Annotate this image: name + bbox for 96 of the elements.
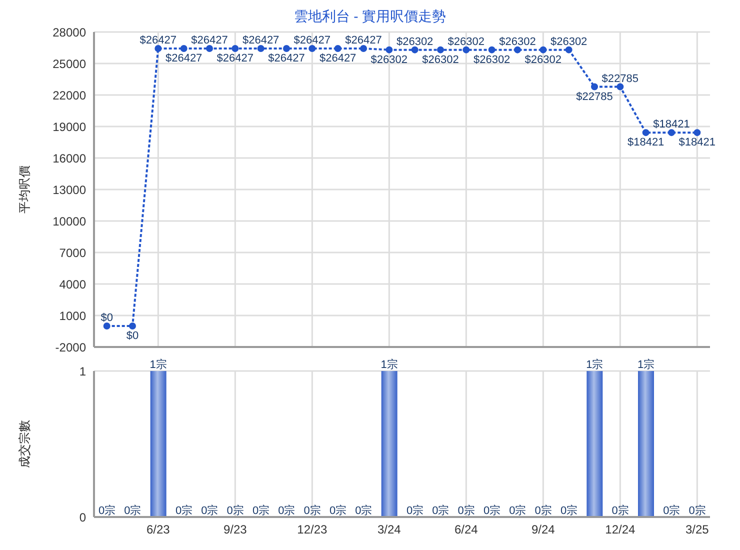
x-tick-label: 3/24 xyxy=(377,522,402,537)
y-axis-title: 成交宗數 xyxy=(17,420,32,468)
data-label: 0宗 xyxy=(278,504,296,517)
y-tick-label: 0 xyxy=(79,510,86,524)
point xyxy=(616,83,624,90)
point xyxy=(103,322,110,330)
y-tick-label: 28000 xyxy=(52,25,86,40)
data-label: $26302 xyxy=(396,36,434,48)
data-label: $26427 xyxy=(345,34,382,47)
x-tick-label: 9/23 xyxy=(223,522,248,537)
x-tick-label: 6/23 xyxy=(146,522,170,537)
y-tick-label: 4000 xyxy=(59,277,86,292)
data-label: $0 xyxy=(126,330,139,342)
data-label: 0宗 xyxy=(458,504,475,517)
data-label: 1宗 xyxy=(150,358,167,371)
data-label: $18421 xyxy=(678,136,716,149)
point xyxy=(232,45,239,52)
point xyxy=(462,46,470,54)
point xyxy=(334,45,342,52)
point xyxy=(694,129,701,136)
data-label: $26302 xyxy=(448,36,485,48)
y-tick-label: 22000 xyxy=(52,88,86,102)
data-label: $26302 xyxy=(473,54,510,66)
data-label: $26427 xyxy=(165,52,202,65)
point xyxy=(129,322,136,330)
data-label: 0宗 xyxy=(560,504,578,517)
data-label: 0宗 xyxy=(226,504,244,517)
data-label: 0宗 xyxy=(252,504,270,517)
x-tick-label: 12/24 xyxy=(605,522,636,537)
data-label: 0宗 xyxy=(663,504,680,517)
point xyxy=(386,46,393,54)
point xyxy=(308,45,316,52)
y-tick-label: 1000 xyxy=(59,308,86,323)
data-label: $22785 xyxy=(602,72,639,85)
data-label: 0宗 xyxy=(406,504,424,517)
data-label: 0宗 xyxy=(355,504,372,517)
x-tick-label: 6/24 xyxy=(454,522,478,537)
data-label: 0宗 xyxy=(432,504,450,517)
data-label: 0宗 xyxy=(483,504,501,517)
point xyxy=(437,46,444,54)
data-label: 0宗 xyxy=(329,504,347,517)
data-label: $26427 xyxy=(242,34,280,47)
data-label: $18421 xyxy=(653,118,690,131)
point xyxy=(514,46,521,54)
data-label: $0 xyxy=(100,312,113,324)
point xyxy=(668,129,675,136)
point xyxy=(411,46,418,54)
data-label: 1宗 xyxy=(586,358,604,371)
point xyxy=(540,46,547,54)
x-tick-label: 3/25 xyxy=(685,522,710,537)
data-label: $26427 xyxy=(216,52,254,65)
point xyxy=(360,45,367,52)
point xyxy=(257,45,264,52)
data-label: $26427 xyxy=(191,34,228,47)
point xyxy=(591,83,598,90)
data-label: 0宗 xyxy=(175,504,193,517)
point xyxy=(180,45,188,52)
y-tick-label: 16000 xyxy=(52,151,86,166)
data-label: 0宗 xyxy=(688,504,706,517)
data-label: $26427 xyxy=(294,34,331,47)
data-label: 0宗 xyxy=(612,504,629,517)
point xyxy=(154,45,162,52)
point xyxy=(488,46,496,54)
y-tick-label: 7000 xyxy=(59,246,86,260)
data-label: $26427 xyxy=(268,52,305,65)
point xyxy=(565,46,572,54)
y-axis-title: 平均呎價 xyxy=(17,166,32,214)
point xyxy=(283,45,290,52)
data-label: 0宗 xyxy=(98,504,116,517)
y-tick-label: 13000 xyxy=(52,182,86,197)
data-label: $26427 xyxy=(319,52,356,65)
data-label: $26302 xyxy=(422,54,459,66)
x-tick-label: 12/23 xyxy=(297,522,328,537)
data-label: $26302 xyxy=(499,36,536,48)
y-tick-label: 1 xyxy=(79,364,86,378)
data-label: $18421 xyxy=(627,136,664,149)
data-label: $26302 xyxy=(550,36,588,48)
y-tick-label: 10000 xyxy=(52,214,86,228)
chart-title: 雲地利台 - 實用呎價走勢 xyxy=(294,8,446,24)
data-label: 1宗 xyxy=(380,358,398,371)
y-tick-label: 25000 xyxy=(52,56,86,71)
data-label: $26302 xyxy=(524,54,562,66)
data-label: 0宗 xyxy=(304,504,321,517)
data-label: 0宗 xyxy=(124,504,142,517)
y-tick-label: -2000 xyxy=(55,340,86,354)
data-label: $26427 xyxy=(140,34,177,47)
y-tick-label: 19000 xyxy=(52,120,86,134)
x-tick-label: 9/24 xyxy=(531,522,556,537)
point xyxy=(642,129,650,136)
data-label: 1宗 xyxy=(637,358,655,371)
data-label: 0宗 xyxy=(201,504,218,517)
data-label: 0宗 xyxy=(534,504,552,517)
data-label: 0宗 xyxy=(509,504,526,517)
data-label: $26302 xyxy=(370,54,408,66)
point xyxy=(206,45,213,52)
data-label: $22785 xyxy=(576,90,613,103)
